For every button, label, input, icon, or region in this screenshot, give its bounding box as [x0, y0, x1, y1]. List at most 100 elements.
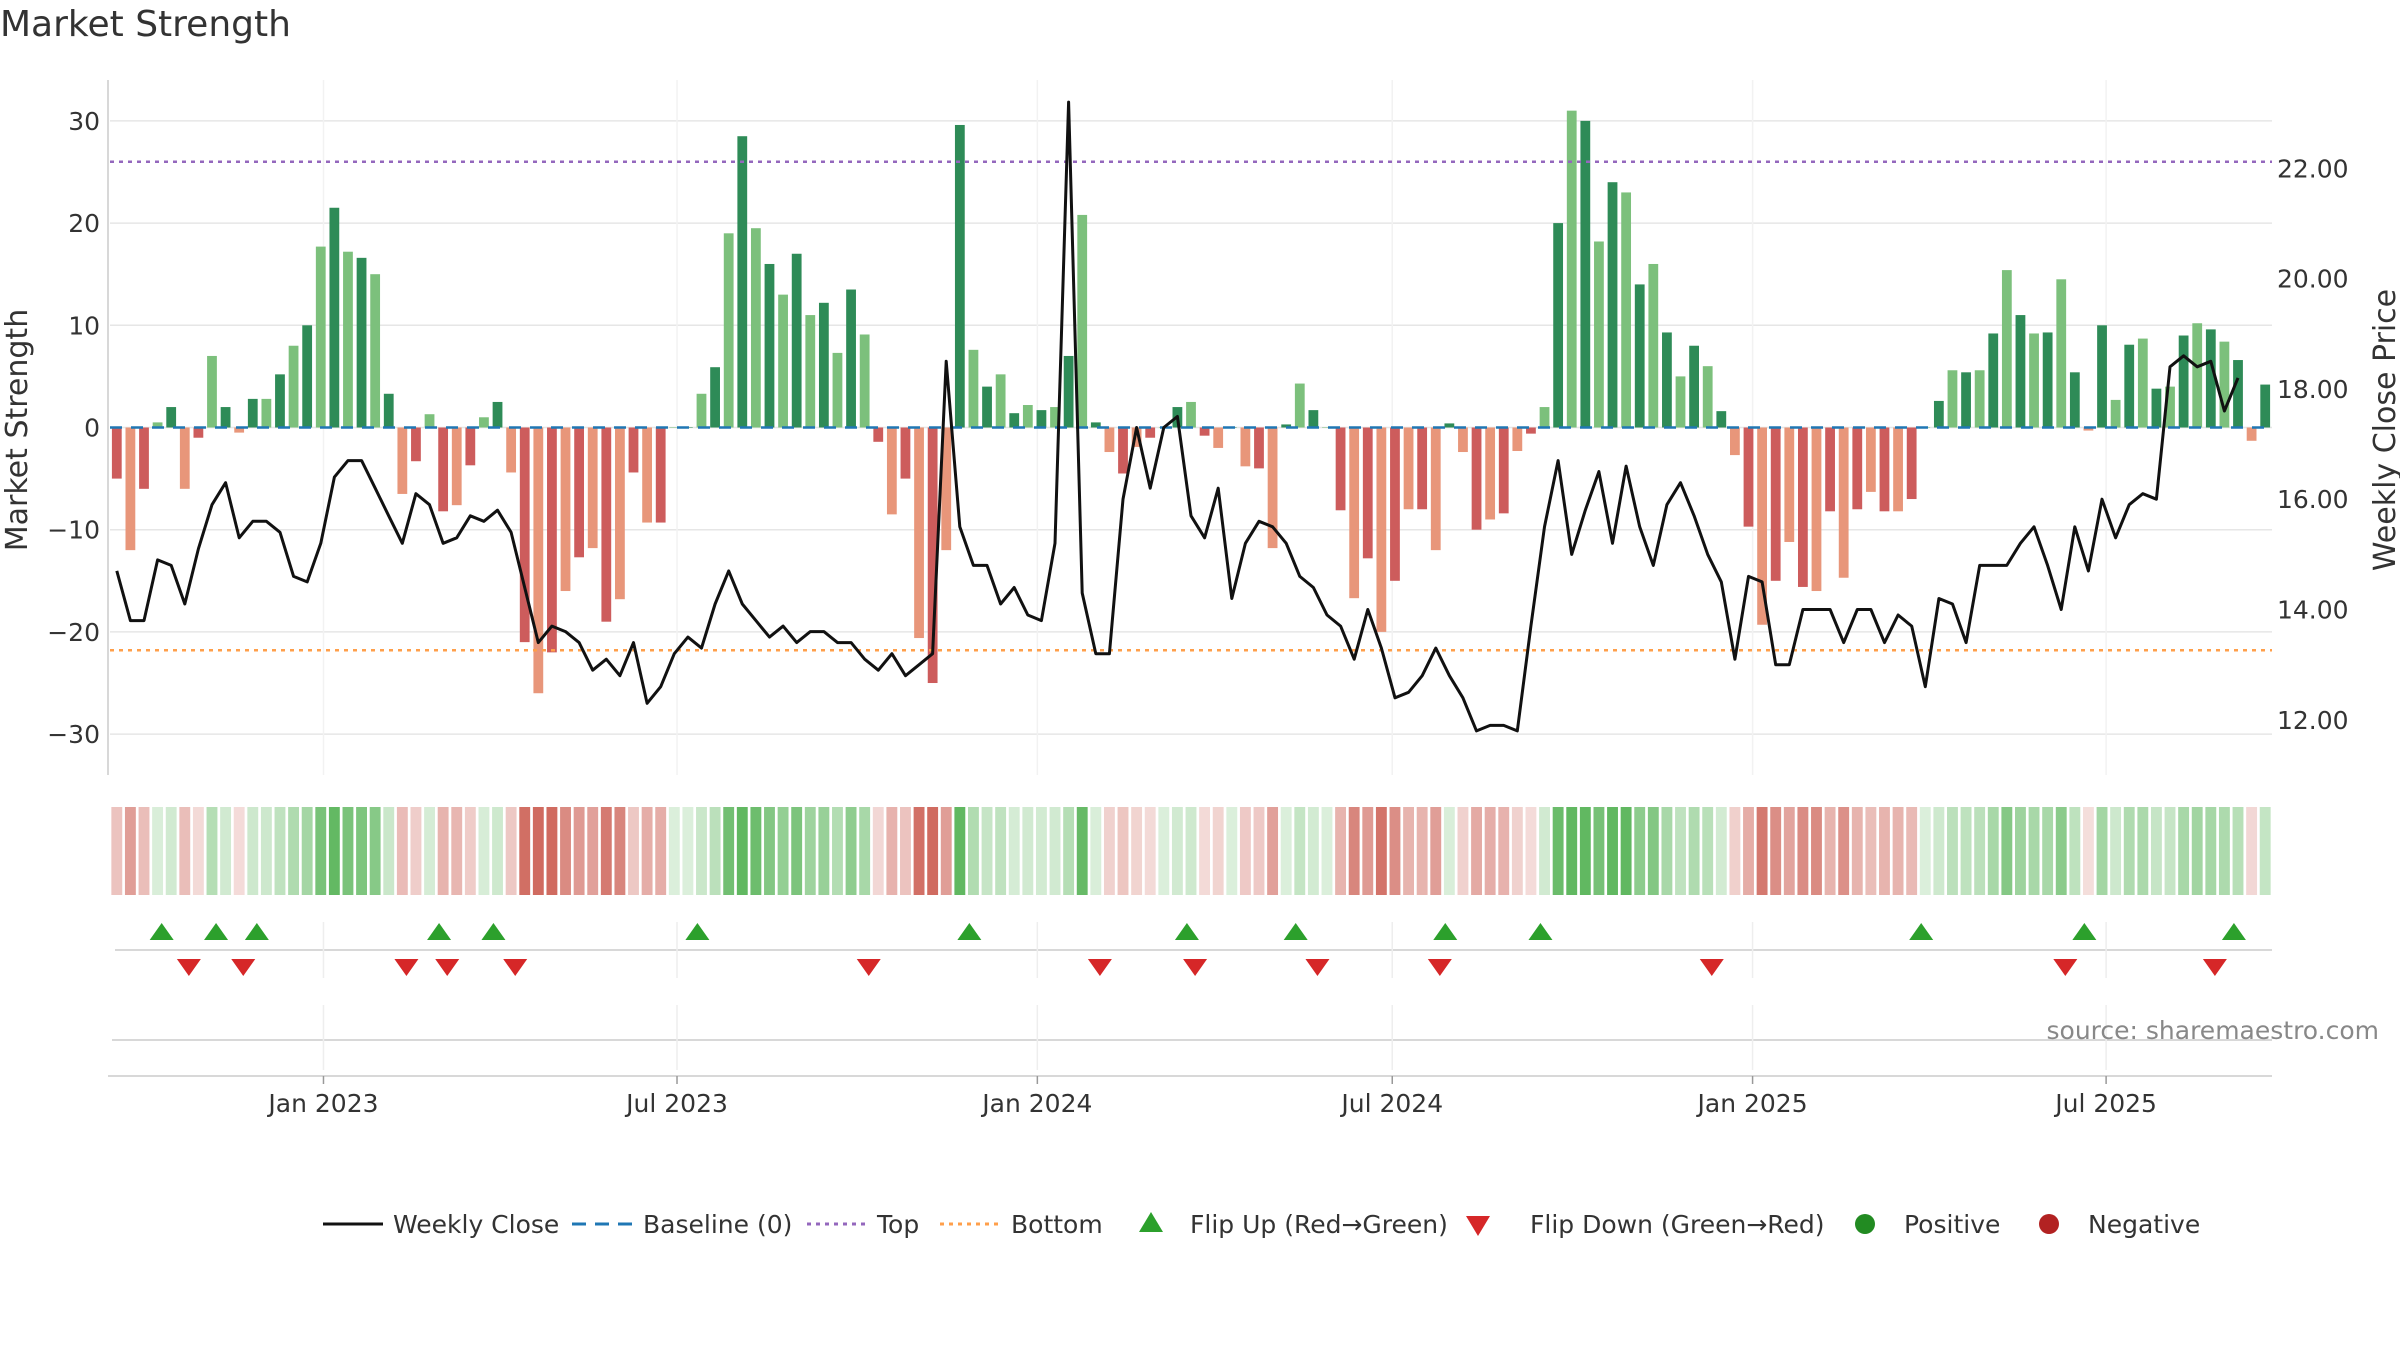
strength-bar — [1022, 405, 1033, 428]
heat-cell — [2069, 807, 2081, 895]
strength-bar — [193, 427, 204, 438]
strength-bar — [329, 207, 340, 428]
strength-bar — [152, 422, 163, 428]
heat-cell — [668, 807, 680, 895]
heat-cell — [1035, 807, 1047, 895]
heat-cell — [2123, 807, 2135, 895]
heat-cell — [723, 807, 735, 895]
strength-bar — [1458, 427, 1468, 453]
strength-bar — [628, 427, 639, 473]
strength-bar — [492, 401, 503, 428]
flip-down-marker — [1087, 959, 1112, 976]
left-tick-label: 30 — [68, 107, 100, 136]
strength-bar — [2246, 427, 2257, 441]
strength-bar — [302, 325, 313, 428]
heat-cell — [981, 807, 993, 895]
strength-bar — [234, 427, 245, 433]
source-credit: source: sharemaestro.com — [2047, 1016, 2380, 1045]
heat-cell — [2015, 807, 2026, 895]
heat-cell — [628, 807, 639, 895]
heat-cell — [1525, 807, 1537, 895]
heat-cell — [655, 807, 667, 895]
negative-dot-icon — [2039, 1214, 2059, 1234]
heat-cell — [1117, 807, 1129, 895]
strength-bar — [1335, 427, 1346, 511]
strength-bar — [2165, 386, 2175, 428]
strength-bar — [1036, 410, 1047, 428]
flip-up-marker — [1528, 923, 1553, 940]
flip-down-marker — [856, 959, 881, 976]
heat-cell — [396, 807, 408, 895]
legend: Weekly Close Baseline (0) Top Bottom Fli… — [323, 1210, 2200, 1239]
strength-bar — [1254, 427, 1264, 469]
heat-cell — [1892, 807, 1904, 895]
strength-bar — [587, 427, 598, 549]
heat-cell — [1566, 807, 1578, 895]
heat-cell — [1321, 807, 1333, 895]
strength-bars — [111, 110, 2271, 694]
strength-bar — [1199, 427, 1210, 436]
heat-cell — [791, 807, 803, 895]
flip-down-marker — [1183, 959, 1208, 976]
heat-cell — [424, 807, 435, 895]
heat-cell — [913, 807, 925, 895]
legend-label: Top — [876, 1210, 919, 1239]
heat-cell — [886, 807, 898, 895]
strength-bar — [179, 427, 190, 489]
heat-cell — [1498, 807, 1510, 895]
strength-bar — [2083, 427, 2094, 431]
strength-bar — [1648, 263, 1659, 428]
strength-bar — [261, 398, 272, 428]
heat-cell — [356, 807, 367, 895]
strength-bar — [1090, 422, 1101, 428]
heat-cell — [2205, 807, 2217, 895]
heat-cell — [383, 807, 395, 895]
strength-bar — [1607, 182, 1618, 428]
right-tick-label: 14.00 — [2277, 596, 2349, 625]
strength-bar — [1471, 427, 1482, 530]
heat-cell — [464, 807, 476, 895]
heat-cell — [1579, 807, 1591, 895]
x-tick-label: Jul 2024 — [1339, 1089, 1443, 1118]
strength-bar — [139, 427, 149, 489]
heat-cell — [1797, 807, 1809, 895]
strength-bar — [1757, 427, 1767, 625]
heat-cell — [1158, 807, 1170, 895]
strength-bar — [451, 427, 462, 506]
strength-bar — [2001, 270, 2012, 428]
strength-bar — [1430, 427, 1441, 551]
strength-bar — [315, 246, 326, 428]
heat-cell — [614, 807, 626, 895]
heat-cell — [532, 807, 544, 895]
heat-cell — [1199, 807, 1211, 895]
heat-cell — [1362, 807, 1374, 895]
heat-cell — [1756, 807, 1768, 895]
strength-bar — [2205, 329, 2216, 428]
legend-label: Bottom — [1011, 1210, 1103, 1239]
heat-cell — [940, 807, 952, 895]
legend-flip-down: Flip Down (Green→Red) — [1466, 1210, 1825, 1239]
strength-bar — [1988, 333, 1999, 428]
strength-bar — [1322, 427, 1332, 428]
heat-cell — [1770, 807, 1782, 895]
heat-cell — [328, 807, 340, 895]
heat-cell — [641, 807, 653, 895]
heat-cell — [519, 807, 531, 895]
heat-cell — [1471, 807, 1482, 895]
heat-cell — [1389, 807, 1401, 895]
strength-bar — [2151, 388, 2162, 428]
strength-bar — [1444, 423, 1455, 428]
strength-bar — [2178, 335, 2189, 428]
heat-cell — [1933, 807, 1945, 895]
strength-bar — [900, 427, 911, 479]
strength-bar — [1485, 427, 1496, 520]
heat-cell — [165, 807, 177, 895]
strength-bar — [275, 374, 285, 428]
strength-bar — [1376, 427, 1387, 632]
heat-cell — [1457, 807, 1469, 895]
strength-bar — [1009, 413, 1020, 428]
heat-cell — [410, 807, 422, 895]
strength-bar — [1784, 427, 1795, 542]
strength-bar — [791, 253, 802, 428]
heat-cell — [1063, 807, 1075, 895]
